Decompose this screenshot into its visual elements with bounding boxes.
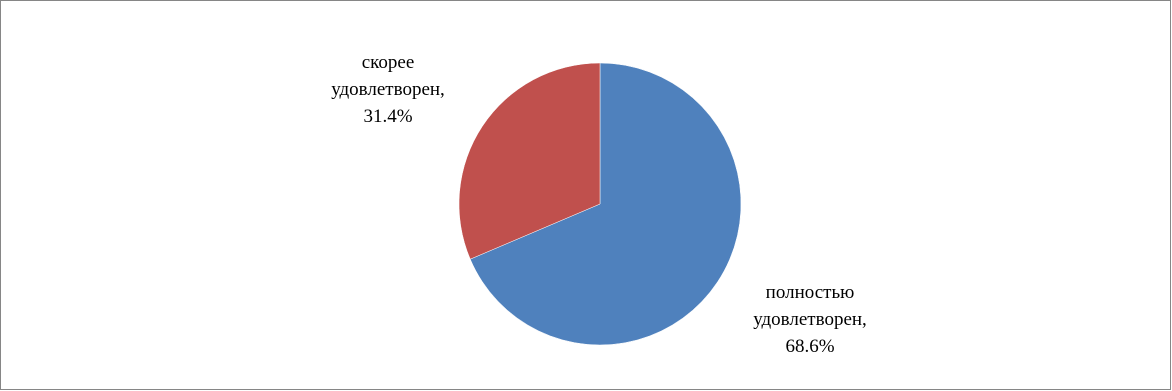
data-label-1: скорее удовлетворен, 31.4% bbox=[331, 52, 445, 127]
data-label-line: удовлетворен, bbox=[753, 309, 867, 330]
data-label-line: 31.4% bbox=[363, 106, 412, 127]
pie-slice-1 bbox=[458, 62, 601, 260]
data-label-0: полностью удовлетворен, 68.6% bbox=[753, 282, 867, 357]
data-label-line: 68.6% bbox=[785, 336, 834, 357]
data-label-line: полностью bbox=[766, 282, 855, 303]
pie-slice-0 bbox=[469, 62, 742, 346]
pie-data-labels: полностью удовлетворен, 68.6% скорее удовлет… bbox=[331, 52, 867, 357]
data-label-line: удовлетворен, bbox=[331, 79, 445, 100]
pie-slices bbox=[458, 62, 742, 346]
data-label-line: скорее bbox=[362, 52, 415, 73]
